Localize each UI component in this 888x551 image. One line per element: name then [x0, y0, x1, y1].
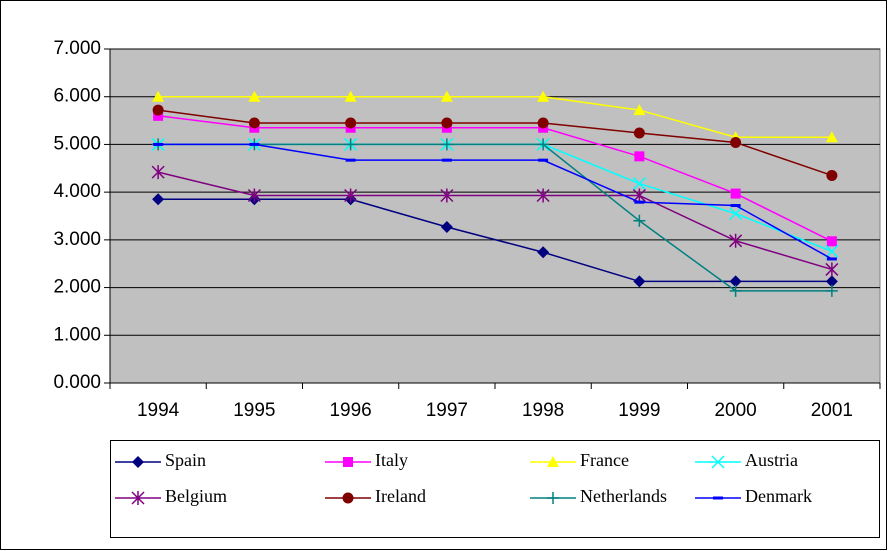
marker	[729, 233, 743, 248]
y-tick-label: 2.000	[53, 277, 101, 298]
marker	[537, 246, 550, 259]
marker	[249, 142, 260, 146]
legend-label: Austria	[745, 450, 798, 470]
marker	[153, 142, 164, 146]
marker	[825, 284, 838, 297]
legend-marker	[131, 491, 145, 505]
marker	[345, 117, 357, 129]
marker	[729, 275, 742, 288]
marker	[440, 188, 454, 203]
y-tick-label: 7.000	[53, 38, 101, 59]
marker	[633, 127, 645, 139]
x-tick-label: 1995	[233, 400, 275, 421]
marker	[536, 188, 550, 203]
marker	[730, 137, 742, 149]
y-tick-label: 0.000	[53, 372, 101, 393]
marker	[537, 138, 550, 151]
legend-label: Spain	[165, 450, 206, 470]
marker	[730, 188, 741, 199]
marker	[440, 90, 453, 102]
marker	[632, 177, 646, 191]
marker	[826, 257, 837, 261]
y-tick-label: 6.000	[53, 86, 101, 107]
marker	[152, 104, 164, 116]
marker	[632, 188, 646, 203]
marker	[344, 138, 357, 151]
y-tick-label: 5.000	[53, 133, 101, 154]
marker	[440, 138, 453, 151]
x-tick-label: 1996	[329, 400, 371, 421]
marker	[344, 188, 358, 203]
legend-label: France	[580, 450, 629, 470]
legend-marker	[547, 456, 559, 467]
x-tick-label: 1998	[522, 400, 564, 421]
legend-marker	[342, 492, 354, 504]
marker	[826, 169, 838, 181]
legend-label: Italy	[375, 450, 408, 470]
x-tick-label: 2000	[714, 400, 756, 421]
marker	[634, 151, 645, 162]
series-line	[158, 115, 833, 242]
marker	[345, 158, 356, 162]
marker	[440, 220, 453, 233]
marker	[826, 236, 837, 247]
legend-label: Ireland	[375, 486, 426, 506]
marker	[633, 275, 646, 288]
x-tick-label: 2001	[811, 400, 853, 421]
series-line	[157, 171, 833, 271]
y-tick-label: 4.000	[53, 181, 101, 202]
marker	[729, 284, 742, 297]
legend-label: Denmark	[745, 486, 812, 506]
x-tick-label: 1994	[137, 400, 180, 421]
marker	[730, 204, 741, 208]
marker	[152, 193, 165, 206]
series-line	[158, 143, 833, 260]
marker	[248, 90, 261, 102]
plot-area	[109, 48, 881, 384]
marker	[151, 165, 165, 180]
marker	[248, 117, 260, 129]
marker	[825, 131, 838, 143]
legend-marker	[547, 492, 559, 504]
marker	[153, 110, 164, 121]
marker	[152, 90, 165, 102]
marker	[825, 262, 839, 277]
marker	[729, 207, 743, 221]
legend-marker	[343, 457, 353, 467]
marker	[441, 117, 453, 129]
x-tick-label: 1999	[618, 400, 660, 421]
marker	[538, 158, 549, 162]
legend-marker	[711, 455, 725, 469]
legend-marker	[713, 496, 723, 500]
legend-box	[110, 440, 880, 538]
legend-label: Belgium	[165, 486, 227, 506]
marker	[537, 117, 549, 129]
legend-label: Netherlands	[580, 486, 667, 506]
marker	[825, 244, 839, 258]
marker	[441, 158, 452, 162]
marker	[537, 90, 550, 102]
series-line	[158, 198, 832, 283]
series-line	[158, 95, 832, 139]
marker	[633, 104, 646, 116]
x-tick-label: 1997	[426, 400, 468, 421]
marker	[247, 188, 261, 203]
marker	[634, 200, 645, 204]
series-line	[158, 143, 832, 292]
marker	[825, 275, 838, 288]
marker	[344, 90, 357, 102]
legend-marker	[132, 456, 144, 468]
y-tick-label: 3.000	[53, 229, 101, 250]
series-line	[158, 109, 833, 177]
y-tick-label: 1.000	[53, 324, 101, 345]
marker	[633, 214, 646, 227]
